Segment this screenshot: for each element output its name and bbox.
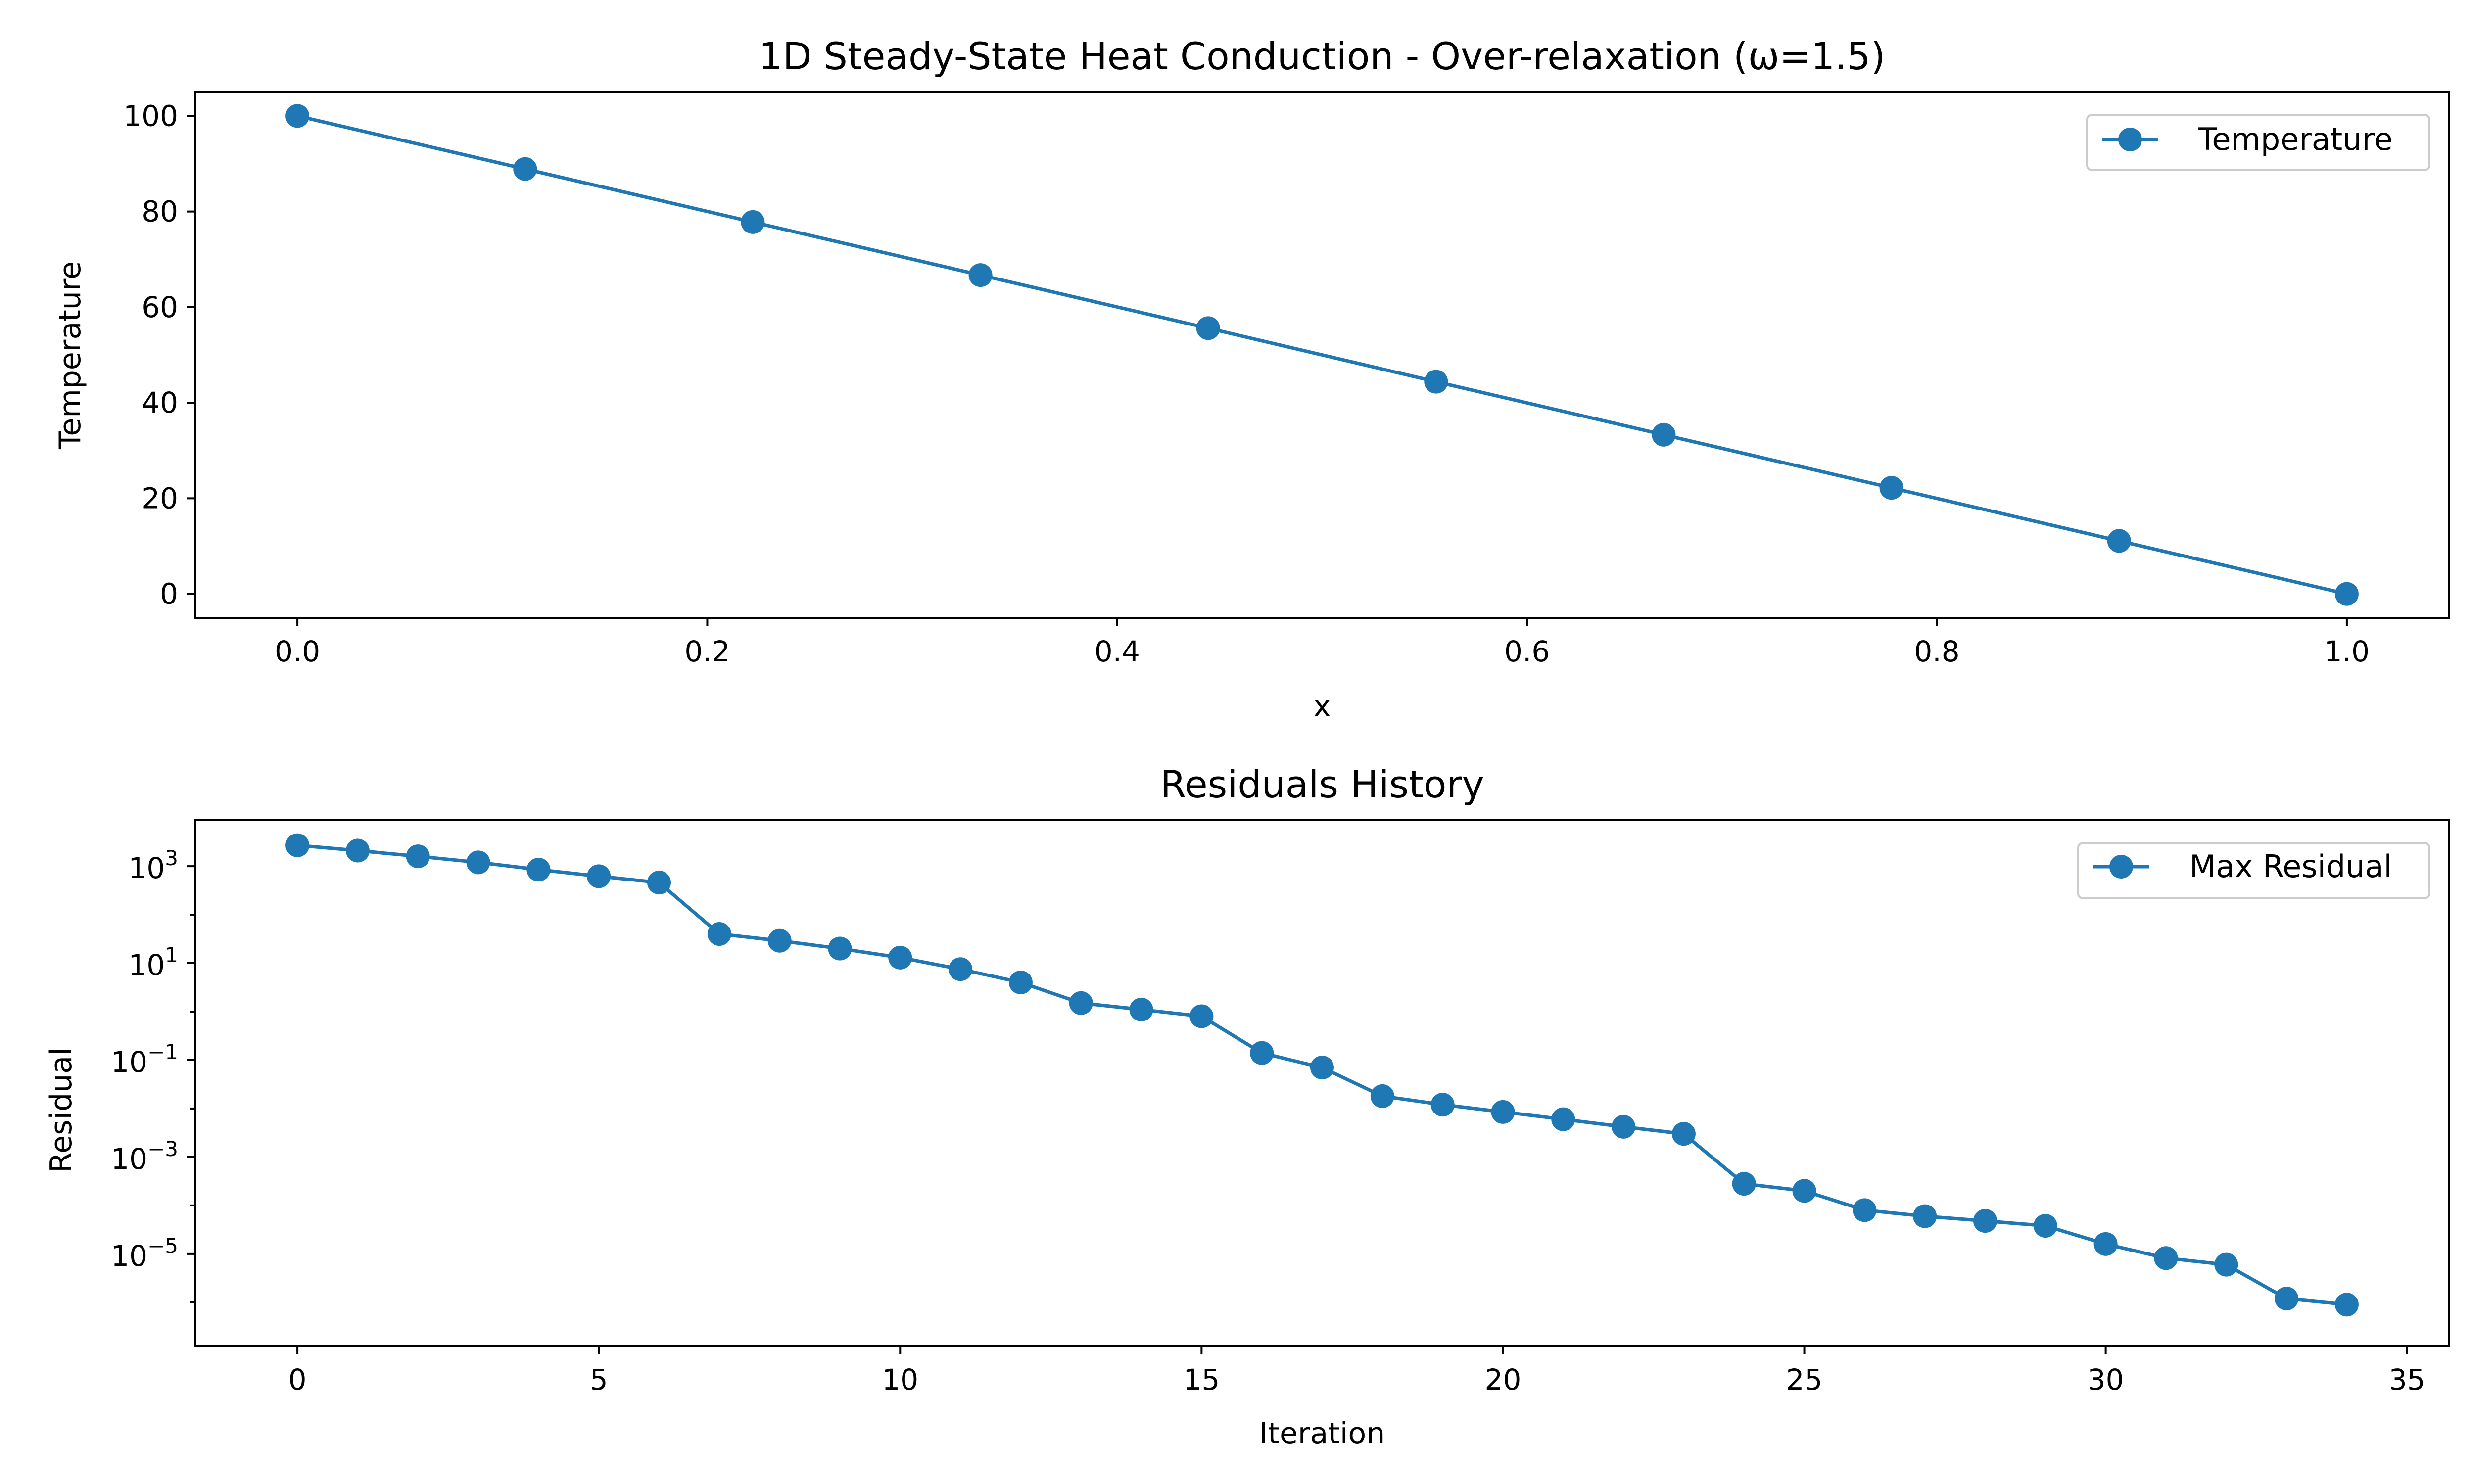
x-tick-label: 0.6 (1504, 635, 1550, 668)
data-point (828, 936, 852, 961)
series-line (297, 114, 2347, 596)
x-tick-label: 0 (288, 1363, 307, 1396)
x-axis-label: x (1313, 689, 1331, 724)
x-tick-label: 20 (1485, 1363, 1522, 1396)
y-tick-label: 10−1 (111, 1040, 178, 1079)
y-axis-label: Temperature (53, 261, 88, 450)
y-tick-label: 0 (160, 577, 178, 611)
data-point (968, 263, 993, 287)
data-point (741, 210, 765, 234)
data-point (2275, 1287, 2299, 1311)
legend-box (2086, 114, 2430, 171)
y-tick-label: 101 (128, 943, 178, 982)
legend-marker (2109, 855, 2133, 879)
data-point (1612, 1114, 1636, 1139)
data-point (1129, 997, 1153, 1021)
series-group (285, 833, 2359, 1317)
data-point (285, 104, 310, 128)
x-axis-label: Iteration (1259, 1416, 1385, 1451)
data-point (1008, 971, 1033, 995)
data-point (1310, 1056, 1334, 1080)
data-point (1430, 1093, 1455, 1117)
y-tick-label: 60 (142, 290, 178, 324)
data-point (2154, 1246, 2178, 1270)
y-tick-label: 80 (142, 195, 178, 229)
x-tick-label: 35 (2389, 1363, 2426, 1396)
data-point (1671, 1122, 1696, 1146)
data-point (285, 833, 310, 857)
data-point (1792, 1179, 1816, 1203)
temperature-chart: 1D Steady-State Heat Conduction - Over-r… (53, 34, 2450, 724)
data-point (2107, 529, 2131, 553)
data-point (406, 844, 430, 869)
data-point (2214, 1252, 2238, 1277)
data-point (2334, 582, 2359, 606)
tick-group: 0 5 10 15 20 25 30 35 103 101 10−1 10−3 10−5 (111, 846, 2425, 1396)
legend: Temperature (2086, 114, 2430, 171)
x-tick-label: 0.8 (1914, 635, 1959, 668)
data-point (1853, 1198, 1877, 1222)
y-tick-label: 103 (128, 846, 178, 885)
x-tick-label: 0.0 (275, 635, 320, 668)
tick-group: 0.0 0.2 0.4 0.6 0.8 1.0 0 20 40 60 80 100 (123, 99, 2370, 668)
y-tick-label: 20 (142, 481, 178, 515)
y-tick-label: 10−3 (111, 1137, 178, 1176)
data-point (2093, 1232, 2118, 1256)
x-tick-label: 0.2 (684, 635, 730, 668)
legend-label: Max Residual (2189, 848, 2392, 884)
data-point (1189, 1004, 1214, 1028)
x-tick-label: 15 (1183, 1363, 1220, 1396)
series-group (285, 104, 2359, 606)
plot-frame (194, 91, 2450, 619)
plot-frame (194, 819, 2450, 1347)
data-point (707, 922, 731, 946)
data-point (1250, 1041, 1274, 1065)
y-tick-label: 100 (123, 99, 178, 133)
y-tick-label: 40 (142, 386, 178, 419)
legend-marker (2118, 128, 2142, 151)
data-point (1196, 316, 1220, 340)
y-axis-label: Residual (44, 1047, 79, 1172)
x-tick-label: 30 (2088, 1363, 2124, 1396)
data-point (1424, 370, 1448, 394)
data-point (1370, 1084, 1394, 1108)
data-point (466, 850, 490, 875)
data-point (2033, 1214, 2057, 1238)
data-point (949, 957, 973, 981)
data-point (1879, 476, 1903, 500)
data-point (1069, 991, 1093, 1015)
data-point (647, 871, 671, 895)
data-point (1491, 1100, 1515, 1124)
data-point (345, 838, 370, 863)
legend: Max Residual (2077, 842, 2430, 899)
chart-title: 1D Steady-State Heat Conduction - Over-r… (759, 34, 1886, 78)
data-point (1732, 1172, 1756, 1196)
data-point (513, 157, 537, 181)
data-point (1913, 1204, 1937, 1228)
data-point (526, 857, 551, 881)
legend-label: Temperature (2198, 121, 2393, 157)
residuals-chart: Residuals History Iteration Residual 0 5 1… (44, 762, 2450, 1451)
data-point (888, 945, 912, 970)
data-point (1973, 1209, 1997, 1233)
x-tick-label: 10 (882, 1363, 918, 1396)
data-point (2334, 1293, 2359, 1317)
data-point (1551, 1107, 1575, 1131)
legend-box (2077, 842, 2430, 899)
x-tick-label: 25 (1786, 1363, 1823, 1396)
x-tick-label: 5 (590, 1363, 608, 1396)
data-point (1652, 422, 1676, 447)
data-point (767, 928, 792, 953)
x-tick-label: 0.4 (1094, 635, 1140, 668)
y-tick-label: 10−5 (111, 1234, 178, 1273)
chart-title: Residuals History (1160, 762, 1484, 806)
data-point (587, 864, 611, 888)
x-tick-label: 1.0 (2324, 635, 2370, 668)
